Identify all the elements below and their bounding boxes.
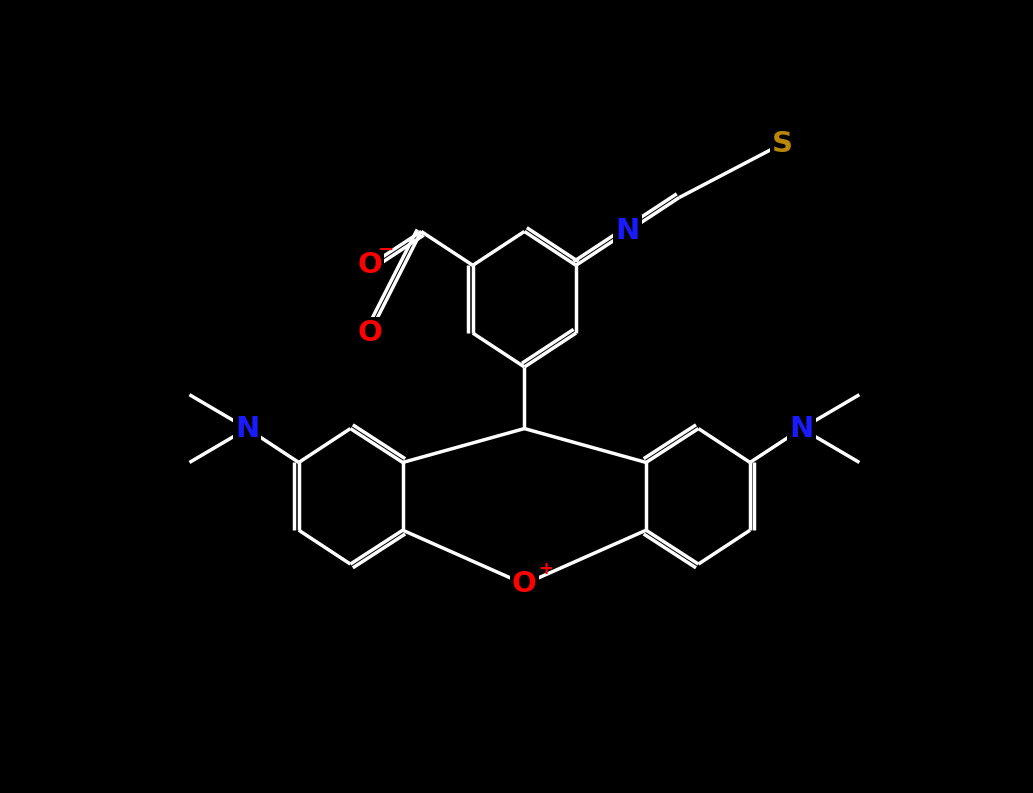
Text: N: N bbox=[236, 415, 259, 442]
Text: O: O bbox=[357, 319, 382, 347]
Text: O: O bbox=[512, 570, 537, 598]
Text: S: S bbox=[772, 130, 793, 158]
Text: −: − bbox=[378, 239, 395, 259]
Text: N: N bbox=[616, 217, 639, 246]
Text: N: N bbox=[789, 415, 814, 442]
Text: +: + bbox=[538, 561, 553, 578]
Text: O: O bbox=[357, 251, 382, 279]
